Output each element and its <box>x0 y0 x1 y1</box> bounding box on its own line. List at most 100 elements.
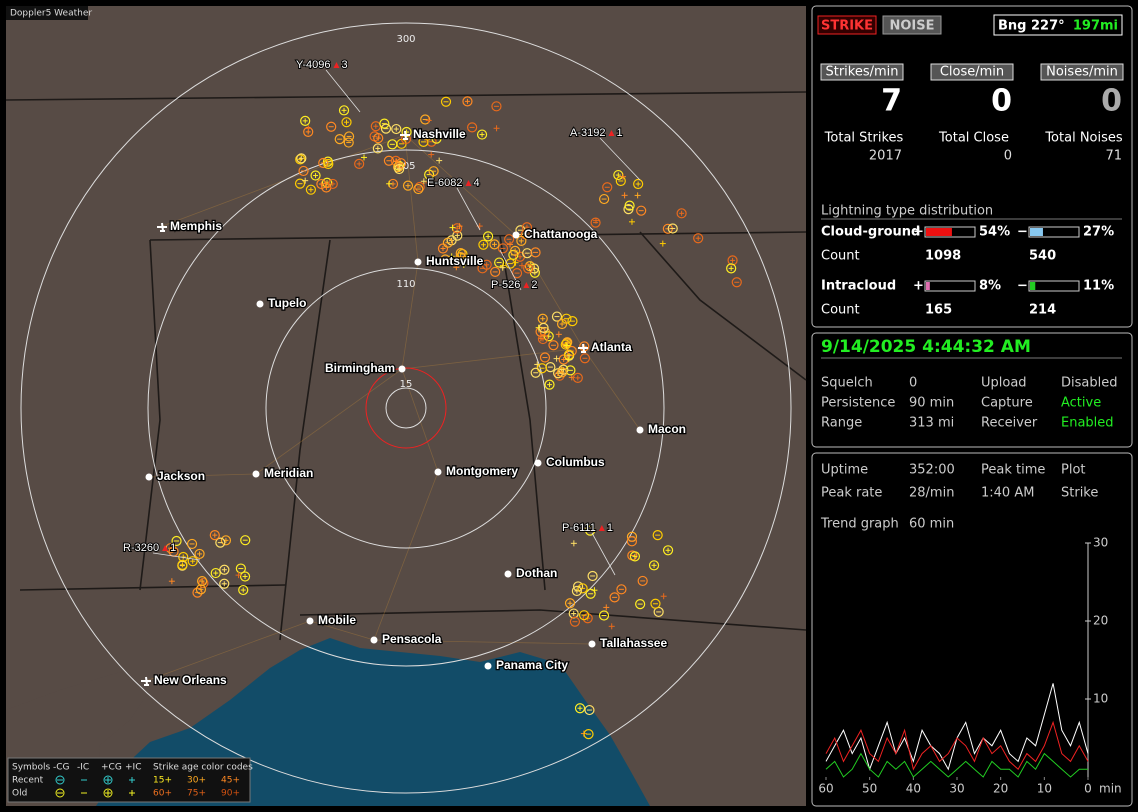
count-value: 1098 <box>925 249 961 264</box>
legend-icon <box>103 788 113 798</box>
city-label: Memphis <box>170 219 222 233</box>
strike-symbol <box>310 170 321 181</box>
strike-symbol <box>537 333 549 345</box>
strike-symbol <box>560 339 571 350</box>
rate-value: 0 <box>991 84 1012 119</box>
city-label: Birmingham <box>325 361 395 375</box>
distance: 197mi <box>1073 19 1118 34</box>
cell-marker <box>465 180 472 186</box>
strike-symbol <box>523 263 534 274</box>
x-tick-label: 60 <box>818 782 833 796</box>
city-dot <box>434 468 442 476</box>
status-value: Active <box>1061 396 1101 411</box>
x-tick-label: 20 <box>993 782 1008 796</box>
city-dot <box>256 300 264 308</box>
cell-marker <box>333 62 340 68</box>
strike-symbol <box>240 535 251 546</box>
legend-icon <box>55 788 65 798</box>
range-rings: 300 205 110 15 <box>20 22 792 794</box>
strike-symbol <box>323 158 334 170</box>
cell-id: P-6111 <box>562 522 596 534</box>
strike-symbol <box>504 234 515 245</box>
strike-symbol <box>478 239 489 250</box>
strike-symbol <box>553 368 564 379</box>
bar-track <box>924 280 976 292</box>
strike-symbol <box>338 105 350 116</box>
city-label: Nashville <box>413 127 466 141</box>
city-label: Montgomery <box>446 464 518 478</box>
strike-symbol <box>354 158 365 170</box>
count-label: Count <box>821 303 860 318</box>
strike-symbol <box>394 163 405 175</box>
rate-value: 7 <box>881 84 902 119</box>
strike-symbol <box>530 247 541 258</box>
city-dot <box>588 640 596 648</box>
strike-symbol <box>587 570 598 582</box>
noise-button-label[interactable]: NOISE <box>889 19 934 34</box>
strike-symbol <box>590 217 601 228</box>
cell-count: 3 <box>341 59 347 71</box>
rate-label-box <box>930 63 1014 81</box>
percent-label: 8% <box>979 279 1001 294</box>
strike-symbol <box>568 608 579 619</box>
y-tick-label: 20 <box>1093 614 1108 628</box>
trend-value: 60 min <box>909 517 954 532</box>
strike-symbol <box>516 235 527 246</box>
cell-track <box>591 532 616 576</box>
strike-symbol <box>194 548 205 560</box>
status-label: Capture <box>981 396 1033 411</box>
bar-track <box>1028 280 1080 292</box>
noise-button[interactable] <box>882 15 942 35</box>
status-value: 0 <box>909 376 917 391</box>
strike-symbol <box>578 610 590 621</box>
strike-symbol <box>197 576 208 587</box>
status-label: Receiver <box>981 416 1038 431</box>
legend-age: 15+ <box>153 776 172 786</box>
stats-cell: 352:00 <box>909 463 955 478</box>
city-label: New Orleans <box>154 673 227 687</box>
strike-symbol <box>383 155 395 166</box>
map-view: 300 205 110 15 Nashville Memphis Chattanooga H… <box>5 6 807 806</box>
strike-symbol <box>490 266 501 278</box>
legend-symbol: -CG <box>53 763 70 773</box>
strike-button[interactable] <box>817 15 877 35</box>
strike-symbol <box>467 122 478 133</box>
strike-symbol <box>295 154 306 165</box>
legend-age-title: Strike age color codes <box>153 763 253 773</box>
legend-age: 30+ <box>187 776 206 786</box>
sign: + <box>913 225 924 240</box>
strike-symbol <box>239 571 251 582</box>
strike-symbol <box>491 101 502 112</box>
distribution-name: Cloud-ground <box>821 225 920 240</box>
strike-symbol <box>455 248 466 259</box>
y-tick-label: 10 <box>1093 692 1108 706</box>
strike-symbol <box>584 704 595 716</box>
strike-symbol <box>598 610 610 621</box>
bar <box>926 282 930 290</box>
cell-track <box>325 69 361 113</box>
strike-symbol <box>187 556 198 567</box>
count-value: 214 <box>1029 303 1056 318</box>
strike-symbol <box>235 563 246 574</box>
strike-symbol <box>583 729 594 740</box>
total-label: Total Noises <box>1044 131 1123 146</box>
rate-value: 0 <box>1101 84 1122 119</box>
y-tick-label: 30 <box>1093 536 1108 550</box>
strike-button-label[interactable]: STRIKE <box>821 19 873 34</box>
inner-ring <box>385 387 427 429</box>
strike-symbol <box>343 131 355 142</box>
cell-track <box>456 187 481 231</box>
city-dot <box>534 459 542 467</box>
cell-marker <box>598 525 605 531</box>
percent-label: 54% <box>979 225 1010 240</box>
strike-symbol <box>462 96 473 107</box>
strike-symbol <box>521 222 533 233</box>
cell-id: Y-4096 <box>296 59 330 71</box>
stats-cell: Uptime <box>821 463 868 478</box>
strike-symbol <box>192 587 203 598</box>
rate-label: Close/min <box>940 65 1004 80</box>
cell-count: 2 <box>531 279 537 291</box>
strike-symbol <box>629 551 641 562</box>
strike-symbol <box>442 237 454 248</box>
